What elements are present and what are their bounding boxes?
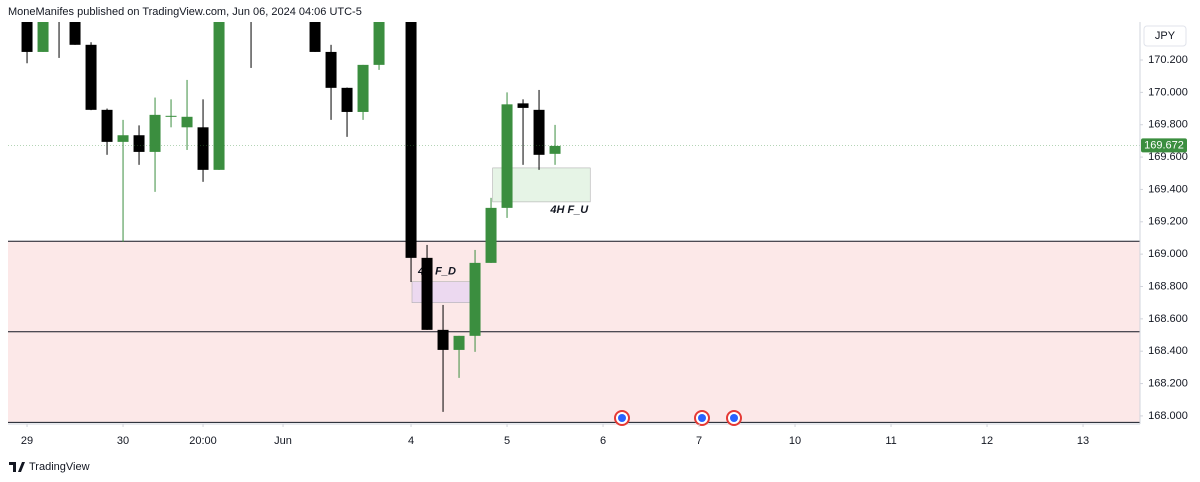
x-tick-label: Jun [274, 435, 292, 447]
x-tick-label: 20:00 [189, 435, 217, 447]
candle-body [149, 114, 161, 152]
candle-body [469, 262, 481, 336]
candle-body [165, 115, 177, 117]
x-tick-label: 6 [600, 435, 606, 447]
candle-body [549, 145, 561, 154]
candle-body [85, 44, 97, 110]
x-tick-label: 5 [504, 435, 510, 447]
candle-body [69, 22, 81, 45]
last-price-label: 169.672 [1144, 139, 1184, 151]
candle-body [341, 87, 353, 112]
x-tick-label: 11 [885, 435, 896, 447]
logo [9, 462, 25, 472]
x-tick-label: 30 [117, 435, 129, 447]
header: MoneManifes published on TradingView.com… [8, 6, 362, 18]
candle-body [421, 257, 433, 330]
candle-body [485, 207, 497, 263]
y-tick-label: 170.200 [1148, 54, 1188, 66]
y-tick-label: 170.000 [1148, 86, 1188, 98]
plot-area: 4H F_U4H F_D [8, 22, 1140, 423]
candle-body [453, 335, 465, 350]
x-tick-label: 4 [408, 435, 414, 447]
candle-body [117, 135, 129, 142]
candle-body [197, 127, 209, 170]
candle-body [37, 22, 49, 52]
y-tick-label: 169.800 [1148, 119, 1188, 131]
candle-body [357, 64, 369, 112]
footer: TradingView [29, 461, 90, 473]
y-tick-label: 169.600 [1148, 151, 1188, 163]
y-tick-label: 169.200 [1148, 216, 1188, 228]
x-tick-label: 7 [696, 435, 702, 447]
x-tick-label: 10 [789, 435, 801, 447]
currency-button[interactable] [1143, 25, 1187, 47]
candle-body [501, 104, 513, 208]
candle-body [533, 109, 545, 155]
y-tick-label: 169.400 [1148, 183, 1188, 195]
candle-body [21, 22, 33, 52]
last-price-box [1141, 138, 1187, 153]
candle-body [437, 329, 449, 350]
x-tick-label: 12 [981, 435, 993, 447]
y-tick-label: 168.600 [1148, 313, 1188, 325]
candle-body [325, 51, 337, 88]
event-icons [614, 410, 742, 426]
x-tick-label: 13 [1077, 435, 1089, 447]
y-tick-label: 168.200 [1148, 377, 1188, 389]
zone [411, 281, 471, 303]
y-tick-label: 168.000 [1148, 410, 1188, 422]
candle-body [373, 22, 385, 65]
y-tick-label: 168.800 [1148, 280, 1188, 292]
candle-body [213, 22, 225, 170]
x-tick-label: 29 [21, 435, 33, 447]
candle-body [181, 116, 193, 128]
y-tick-label: 169.000 [1148, 248, 1188, 260]
candle-body [309, 22, 321, 52]
y-tick-label: 168.400 [1148, 345, 1188, 357]
candle-body [101, 109, 113, 142]
zone-label: 4H F_U [549, 204, 589, 216]
candle-body [517, 103, 529, 108]
candle-body [405, 22, 417, 258]
currency[interactable]: JPY [1155, 30, 1176, 42]
candle-body [133, 135, 145, 152]
